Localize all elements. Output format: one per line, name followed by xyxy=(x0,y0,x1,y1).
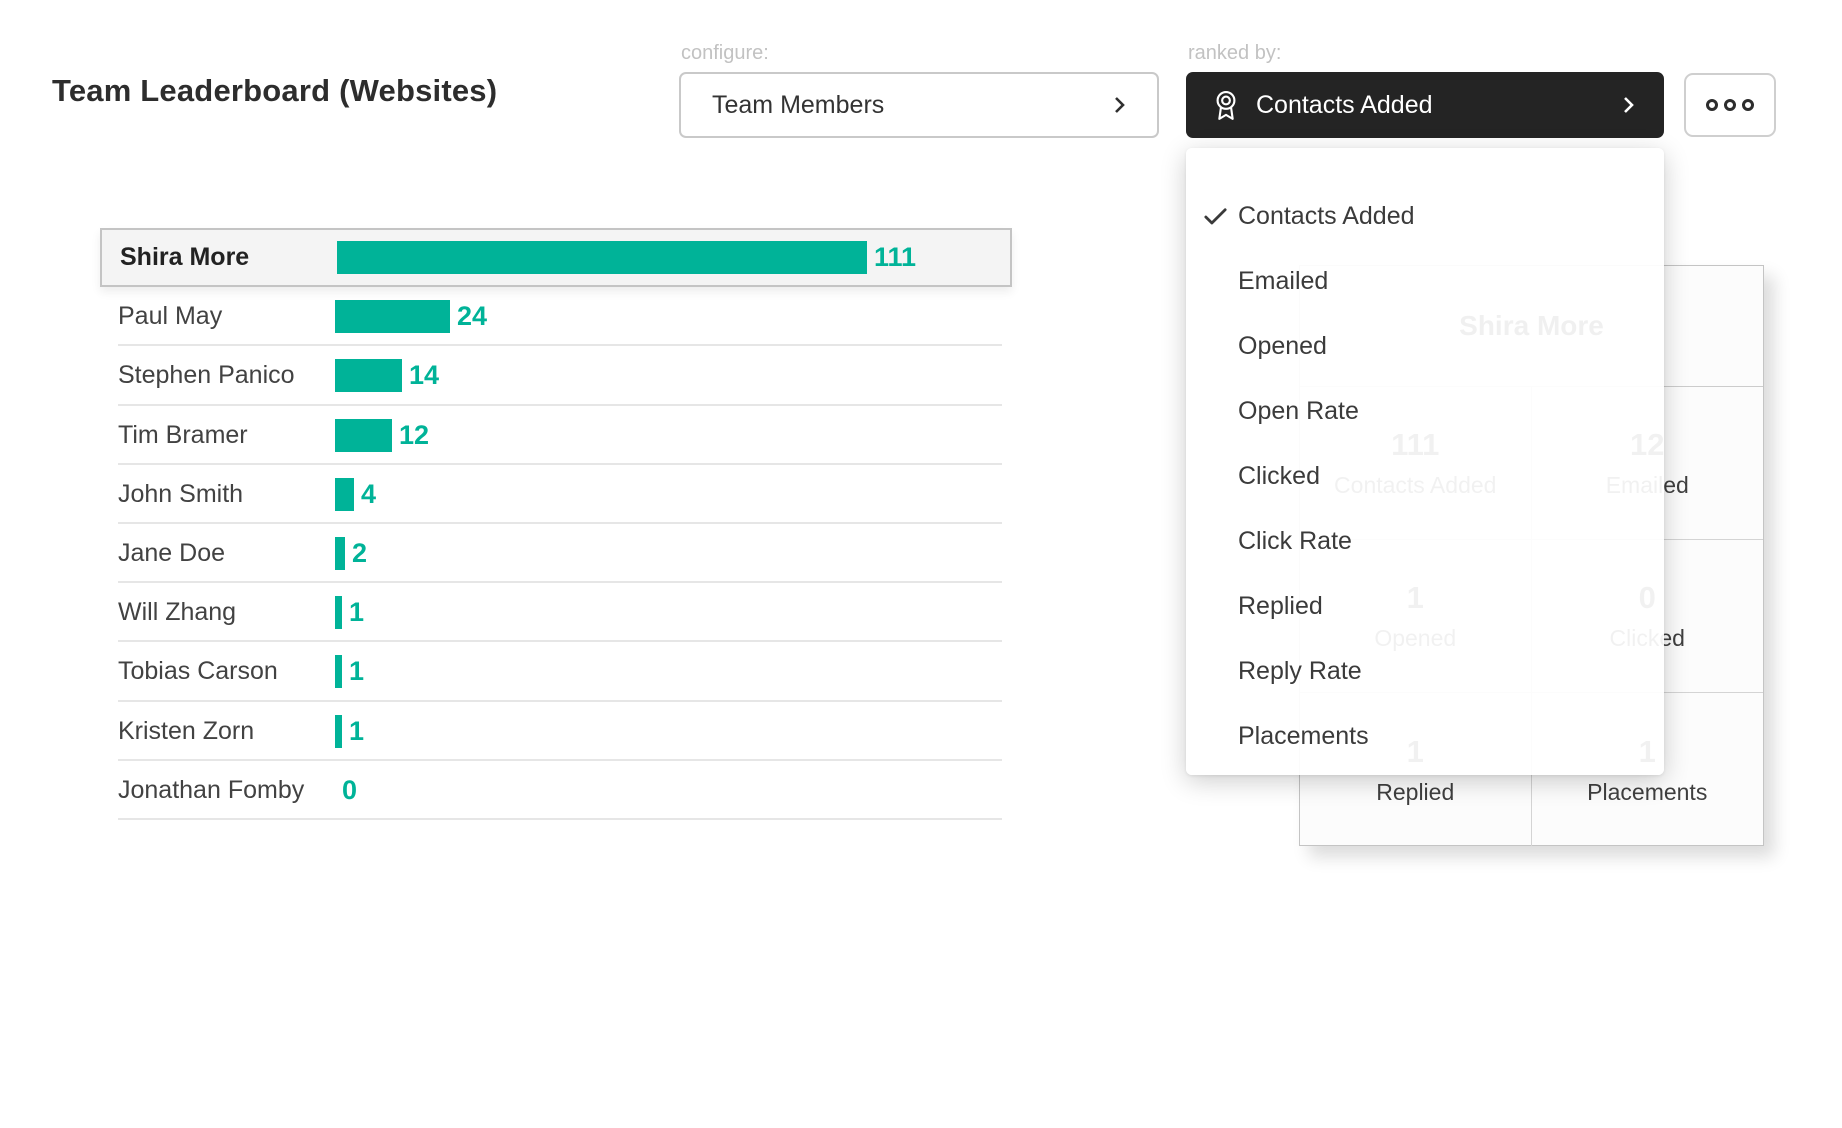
value-label: 2 xyxy=(352,538,368,569)
value-bar xyxy=(335,300,450,334)
menu-item-opened[interactable]: Opened xyxy=(1186,314,1664,379)
member-name: Paul May xyxy=(118,302,223,331)
more-options-button[interactable] xyxy=(1684,73,1776,137)
menu-item-click-rate[interactable]: Click Rate xyxy=(1186,509,1664,574)
menu-item-label: Placements xyxy=(1238,722,1369,750)
ellipsis-icon xyxy=(1742,99,1754,111)
member-name: Jane Doe xyxy=(118,539,226,568)
value-label: 1 xyxy=(349,597,365,628)
value-label: 14 xyxy=(409,360,440,391)
member-name: Jonathan Fomby xyxy=(118,775,305,804)
member-name: Shira More xyxy=(120,243,250,272)
value-bar xyxy=(337,241,867,275)
menu-item-replied[interactable]: Replied xyxy=(1186,574,1664,639)
menu-item-clicked[interactable]: Clicked xyxy=(1186,444,1664,509)
configure-select-value: Team Members xyxy=(712,90,885,119)
menu-item-placements[interactable]: Placements xyxy=(1186,704,1664,769)
configure-select[interactable]: Team Members xyxy=(679,72,1159,138)
menu-item-label: Click Rate xyxy=(1238,527,1352,555)
member-name: Tim Bramer xyxy=(118,420,248,449)
ranked-by-label: ranked by: xyxy=(1188,42,1282,64)
page-title: Team Leaderboard (Websites) xyxy=(52,73,498,108)
configure-label: configure: xyxy=(681,42,769,64)
leaderboard-row[interactable]: Kristen Zorn 1 xyxy=(100,702,1012,761)
value-bar xyxy=(335,537,345,571)
leaderboard-row[interactable]: Jane Doe 2 xyxy=(100,524,1012,584)
menu-item-contacts-added[interactable]: Contacts Added xyxy=(1186,184,1664,249)
row-separator xyxy=(118,640,1002,643)
leaderboard-row[interactable]: Will Zhang 1 xyxy=(100,583,1012,643)
row-separator xyxy=(118,344,1002,347)
menu-item-label: Replied xyxy=(1238,592,1323,620)
value-label: 111 xyxy=(874,242,917,273)
value-bar xyxy=(335,596,342,630)
member-name: Will Zhang xyxy=(118,598,237,627)
stat-label: Replied xyxy=(1376,778,1455,805)
member-name: Tobias Carson xyxy=(118,657,278,686)
menu-item-label: Open Rate xyxy=(1238,397,1359,425)
value-label: 1 xyxy=(349,656,365,687)
menu-item-label: Reply Rate xyxy=(1238,657,1362,685)
value-bar xyxy=(335,359,402,393)
check-icon xyxy=(1201,202,1230,231)
row-separator xyxy=(118,817,1002,820)
award-icon xyxy=(1210,89,1242,121)
leaderboard-row[interactable]: Shira More 111 xyxy=(100,228,1012,288)
value-label: 4 xyxy=(361,478,377,509)
chevron-right-icon xyxy=(1107,93,1131,117)
member-name: John Smith xyxy=(118,479,244,508)
chevron-right-icon xyxy=(1616,93,1640,117)
row-separator xyxy=(118,403,1002,406)
menu-item-label: Opened xyxy=(1238,332,1327,360)
value-bar xyxy=(335,477,354,511)
row-separator xyxy=(118,462,1002,465)
leaderboard-row[interactable]: John Smith 4 xyxy=(100,465,1012,524)
menu-item-label: Emailed xyxy=(1238,267,1329,295)
leaderboard-row[interactable]: Paul May 24 xyxy=(100,287,1012,347)
leaderboard-row[interactable]: Stephen Panico 14 xyxy=(100,346,1012,406)
value-bar xyxy=(335,655,342,689)
stat-label: Placements xyxy=(1587,778,1708,805)
value-bar xyxy=(335,418,392,452)
ranked-by-value: Contacts Added xyxy=(1256,90,1433,119)
leaderboard-chart: Shira More 111 Paul May 24 Stephen Panico 14 T… xyxy=(100,228,1012,820)
value-label: 0 xyxy=(342,774,358,805)
menu-item-emailed[interactable]: Emailed xyxy=(1186,249,1664,314)
value-label: 24 xyxy=(457,301,488,332)
value-label: 1 xyxy=(349,715,365,746)
value-label: 12 xyxy=(399,419,430,450)
ranked-by-menu: Contacts Added Emailed Opened Open Rate Clic… xyxy=(1186,148,1664,775)
ranked-by-button[interactable]: Contacts Added xyxy=(1186,72,1664,138)
row-separator xyxy=(118,699,1002,702)
leaderboard-row[interactable]: Tim Bramer 12 xyxy=(100,406,1012,465)
row-separator xyxy=(118,521,1002,524)
ellipsis-icon xyxy=(1724,99,1736,111)
menu-item-label: Clicked xyxy=(1238,462,1320,490)
row-separator xyxy=(118,581,1002,584)
menu-item-label: Contacts Added xyxy=(1238,202,1415,230)
ellipsis-icon xyxy=(1706,99,1718,111)
member-name: Kristen Zorn xyxy=(118,716,255,745)
value-bar xyxy=(335,714,342,748)
leaderboard-row[interactable]: Jonathan Fomby 0 xyxy=(100,761,1012,820)
row-separator xyxy=(118,758,1002,761)
member-name: Stephen Panico xyxy=(118,361,295,390)
leaderboard-row[interactable]: Tobias Carson 1 xyxy=(100,642,1012,702)
menu-item-open-rate[interactable]: Open Rate xyxy=(1186,379,1664,444)
menu-item-reply-rate[interactable]: Reply Rate xyxy=(1186,639,1664,704)
